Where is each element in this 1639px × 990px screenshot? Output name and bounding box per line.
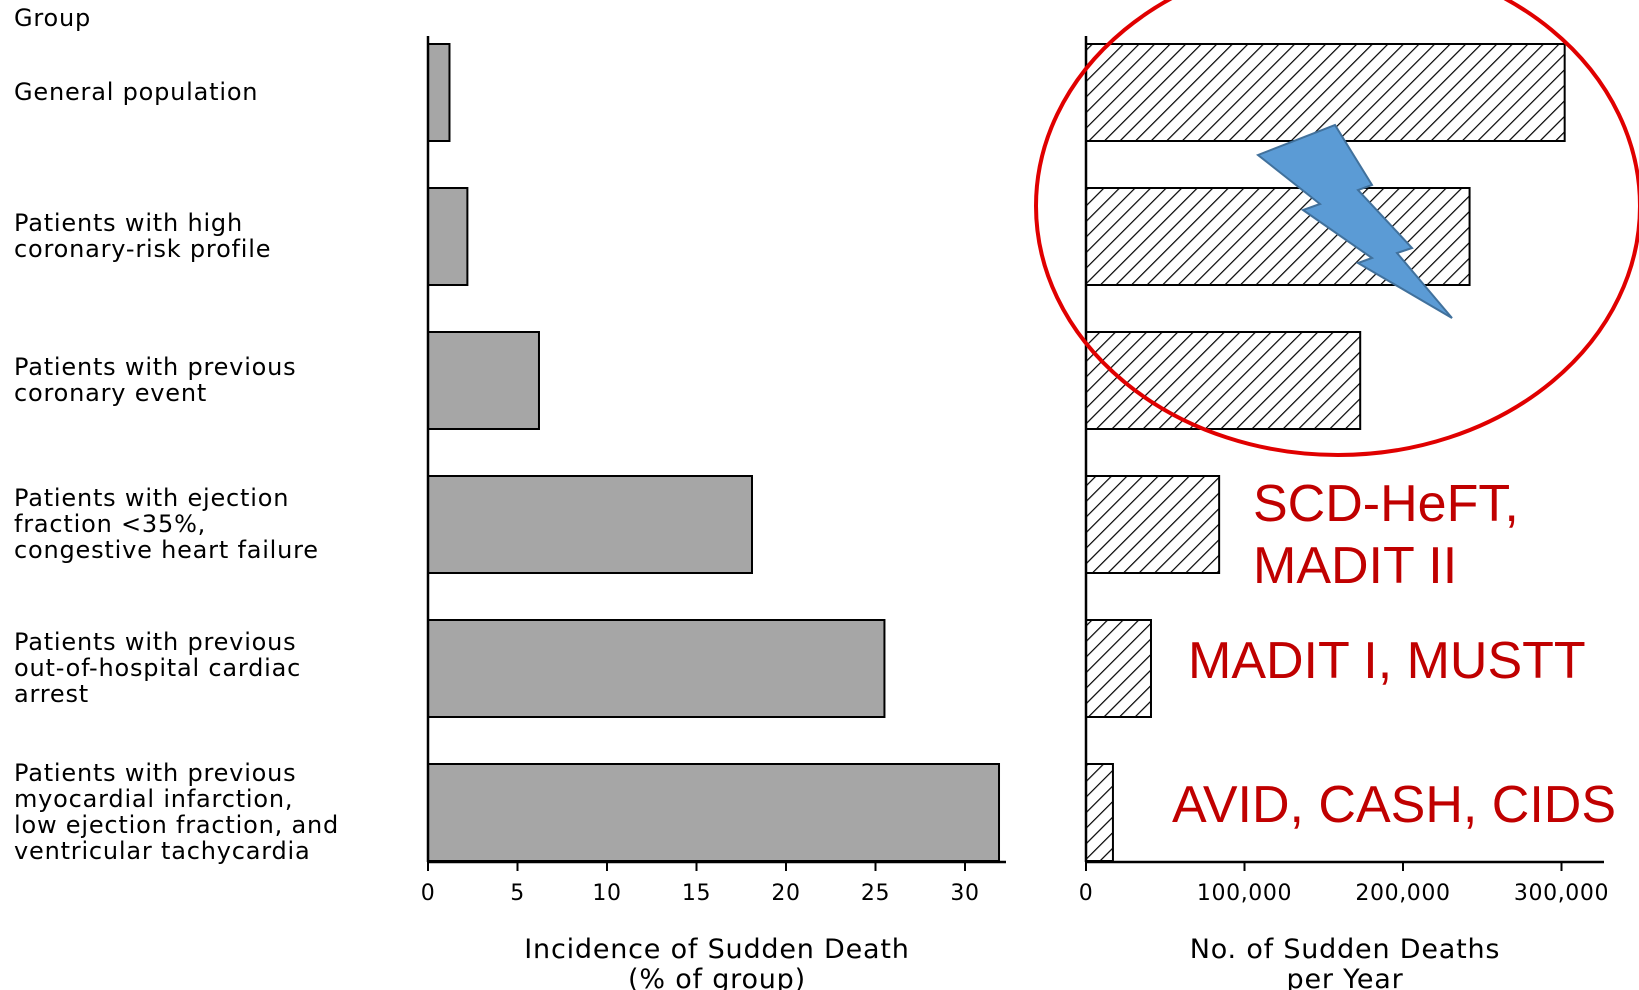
group-label-line: Patients with ejection	[14, 484, 289, 512]
bar	[1085, 619, 1152, 718]
x-axis-title: per Year	[1287, 964, 1404, 990]
trial-annotation: MADIT I, MUSTT	[1188, 632, 1586, 690]
x-tick-label: 300,000	[1514, 881, 1609, 906]
group-label-line: arrest	[14, 680, 89, 708]
bar	[1085, 331, 1362, 430]
group-label-line: coronary-risk profile	[14, 235, 271, 263]
group-label-line: ventricular tachycardia	[14, 837, 311, 865]
bar	[427, 43, 451, 142]
group-header: Group	[14, 4, 91, 32]
group-label-line: coronary event	[14, 379, 207, 407]
x-axis-title: (% of group)	[628, 964, 806, 990]
group-label-line: Patients with previous	[14, 628, 296, 656]
x-tick-label: 20	[771, 881, 800, 906]
deaths-per-year-chart: 0 100,000 200,000 300,000 No. of Sudden Deat…	[1079, 36, 1609, 990]
bar	[427, 619, 886, 718]
x-tick-label: 25	[861, 881, 890, 906]
group-label-line: Patients with high	[14, 209, 243, 237]
x-tick-label: 5	[510, 881, 525, 906]
bar	[427, 763, 1001, 862]
lightning-bolt-icon	[1256, 123, 1453, 319]
group-label-line: myocardial infarction,	[14, 785, 293, 813]
trial-annotation: AVID, CASH, CIDS	[1172, 776, 1616, 834]
x-tick-label: 100,000	[1197, 881, 1292, 906]
trial-annotation: MADIT II	[1253, 537, 1457, 595]
group-label-line: out-of-hospital cardiac	[14, 654, 301, 682]
group-label-line: General population	[14, 78, 258, 106]
incidence-chart: 0 5 10 15 20 25 30 Incidence of Sudden Death(% …	[421, 36, 1006, 990]
highlight-ellipse	[1034, 0, 1639, 457]
group-label-line: low ejection fraction, and	[14, 811, 339, 839]
x-axis-title: No. of Sudden Deaths	[1190, 934, 1501, 965]
group-label-line: congestive heart failure	[14, 536, 319, 564]
x-tick-label: 10	[592, 881, 621, 906]
bar	[427, 187, 469, 286]
bar	[427, 475, 753, 574]
x-tick-label: 15	[682, 881, 711, 906]
trial-annotations: SCD-HeFT,MADIT II MADIT I, MUSTT AVID, CAS…	[1172, 475, 1616, 834]
group-label-line: fraction <35%,	[14, 510, 206, 538]
bar	[1085, 43, 1566, 142]
bar	[1085, 763, 1114, 862]
x-axis-title: Incidence of Sudden Death	[524, 934, 909, 965]
x-tick-label: 0	[421, 881, 436, 906]
group-label-line: Patients with previous	[14, 353, 296, 381]
group-label-line: Patients with previous	[14, 759, 296, 787]
bar	[427, 331, 540, 430]
x-tick-label: 30	[950, 881, 979, 906]
x-tick-label: 200,000	[1355, 881, 1450, 906]
bar	[1085, 475, 1221, 574]
trial-annotation: SCD-HeFT,	[1253, 475, 1519, 533]
x-tick-label: 0	[1079, 881, 1094, 906]
